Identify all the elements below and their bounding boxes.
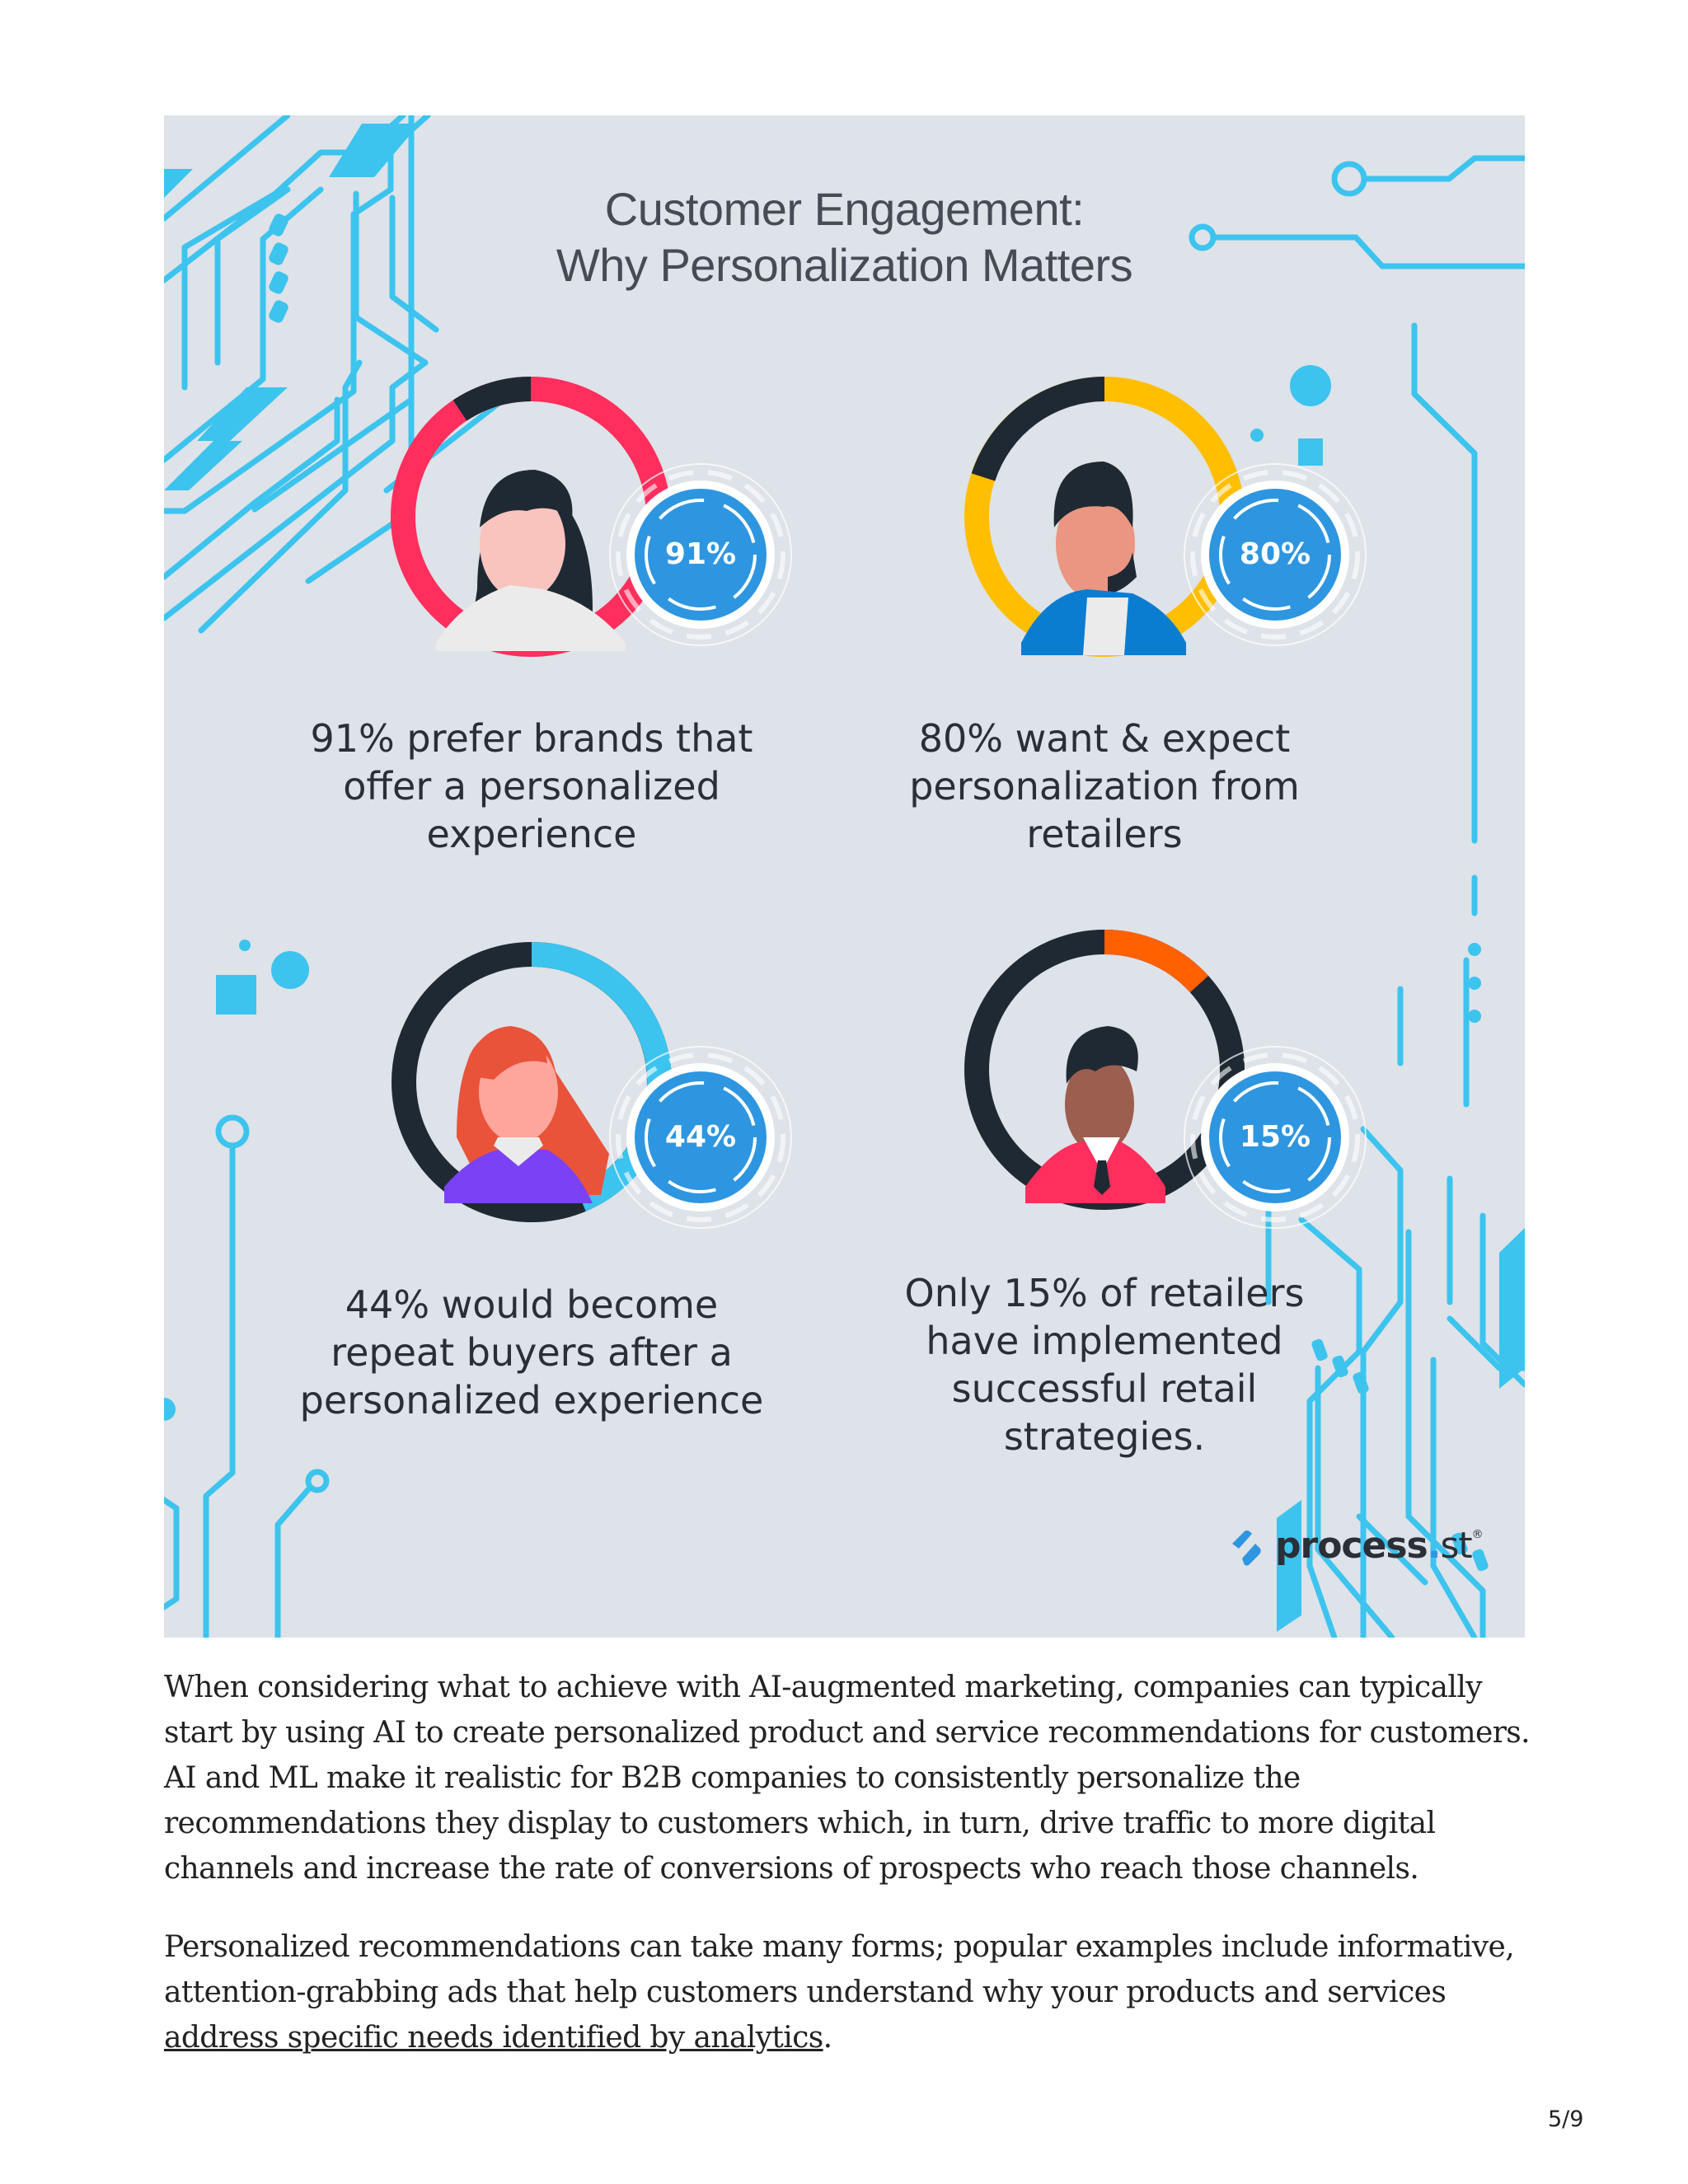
logo-wordmark: process.st® [1275, 1524, 1484, 1567]
caption-line: offer a personalized [343, 764, 720, 808]
caption-91: 91% prefer brands that offer a personali… [268, 715, 795, 858]
analytics-needs-link[interactable]: address specific needs identified by ana… [164, 2021, 823, 2055]
page-number: 5/9 [1548, 2107, 1584, 2132]
badge-value-80: 80% [1239, 537, 1311, 571]
paragraph-2: Personalized recommendations can take ma… [164, 1930, 1515, 2055]
avatar-woman-red-hair-icon [444, 1026, 609, 1203]
caption-15: Only 15% of retailers have implemented s… [841, 1269, 1368, 1460]
title-line-2: Why Personalization Matters [556, 239, 1133, 291]
badge-value-91: 91% [664, 537, 737, 571]
caption-line: 44% would become [345, 1282, 719, 1327]
process-st-logo-icon [1232, 1530, 1261, 1566]
badge-44 [609, 1046, 792, 1229]
caption-44: 44% would become repeat buyers after a p… [268, 1281, 795, 1424]
donut-44 [392, 942, 673, 1222]
caption-line: retailers [1026, 812, 1183, 856]
caption-line: Only 15% of retailers [904, 1271, 1305, 1315]
caption-line: have implemented [926, 1319, 1283, 1363]
infographic-title: Customer Engagement: Why Personalization… [164, 181, 1525, 293]
paragraph-1: When considering what to achieve with AI… [164, 1671, 1531, 1886]
caption-line: personalized experience [299, 1378, 764, 1422]
donut-91 [391, 376, 671, 657]
donut-80 [964, 377, 1245, 657]
caption-line: strategies. [1003, 1414, 1206, 1459]
caption-line: experience [426, 812, 637, 856]
article-body: When considering what to achieve with AI… [164, 1665, 1532, 2093]
avatar-man-blue-jacket-icon [1021, 462, 1186, 655]
badge-91 [609, 463, 792, 646]
process-st-logo: process.st® [1226, 1516, 1484, 1574]
badge-value-15: 15% [1239, 1120, 1311, 1154]
caption-line: repeat buyers after a [331, 1330, 733, 1375]
badge-15 [1184, 1046, 1367, 1229]
avatar-man-red-sweater-icon [1025, 1026, 1165, 1203]
caption-80: 80% want & expect personalization from r… [841, 715, 1368, 858]
infographic: Customer Engagement: Why Personalization… [164, 115, 1525, 1638]
title-line-1: Customer Engagement: [604, 183, 1085, 235]
caption-line: 80% want & expect [918, 716, 1291, 761]
avatar-woman-dark-hair-icon [436, 470, 626, 651]
caption-line: personalization from [909, 764, 1300, 808]
caption-line: successful retail [951, 1366, 1258, 1411]
stat-donuts [391, 376, 1367, 1229]
caption-line: 91% prefer brands that [310, 716, 753, 761]
donut-15 [964, 929, 1245, 1210]
badge-80 [1184, 463, 1367, 646]
badge-value-44: 44% [664, 1120, 737, 1154]
